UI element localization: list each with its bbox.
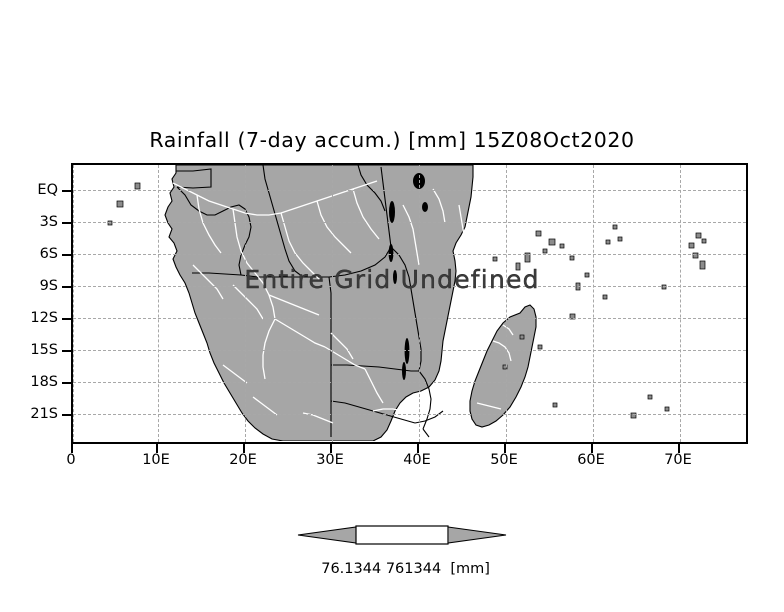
page-title: Rainfall (7-day accum.) [mm] 15Z08Oct202… [149,128,635,152]
map-canvas [73,165,746,442]
y-axis-tick [62,414,71,416]
colorbar-units-label: [mm] [450,561,490,577]
colorbar-max-label: 761344 [385,561,442,577]
x-axis-tick [591,444,593,453]
colorbar-center-band [355,525,449,545]
madagascar-rivers [476,324,514,410]
x-axis-tick [417,444,419,453]
y-axis-label-eq: EQ [37,182,58,198]
x-axis-tick [330,444,332,453]
y-axis-label-9s: 9S [39,278,58,294]
y-axis-tick [62,222,71,224]
colorbar-high-arrow [447,526,507,544]
landmass-africa [164,165,474,441]
x-axis-label-0: 0 [66,452,76,468]
y-axis-tick [62,254,71,256]
y-axis-label-18s: 18S [30,374,58,390]
y-axis-label-6s: 6S [39,246,58,262]
colorbar-min-label: 76.1344 [321,561,382,577]
x-axis-label-70e: 70E [664,452,692,468]
y-axis-tick [62,190,71,192]
y-axis-tick [62,350,71,352]
y-axis-tick [62,318,71,320]
x-axis-tick [678,444,680,453]
y-axis-label-3s: 3S [39,214,58,230]
x-axis-label-40e: 40E [403,452,431,468]
rivers [172,180,466,424]
x-axis-label-60e: 60E [577,452,605,468]
map-plot-area[interactable] [71,163,748,444]
x-axis-label-30e: 30E [316,452,344,468]
x-axis-label-10e: 10E [142,452,170,468]
y-axis-label-21s: 21S [30,406,58,422]
map-geography [107,165,707,441]
colorbar-tick-labels: 76.1344 761344 [mm] [246,545,556,577]
islands [107,182,707,419]
y-axis-label-12s: 12S [30,310,58,326]
africa-polygon [164,165,474,441]
x-axis-label-50e: 50E [490,452,518,468]
y-axis-tick [62,382,71,384]
colorbar-low-arrow [297,526,357,544]
colorbar[interactable] [296,522,508,548]
x-axis-tick [504,444,506,453]
x-axis-tick [243,444,245,453]
y-axis-tick [62,286,71,288]
y-axis-label-15s: 15S [30,342,58,358]
colorbar-graphic [297,525,507,545]
country-borders [176,165,444,438]
x-axis-label-20e: 20E [229,452,257,468]
x-axis-tick [71,444,73,453]
x-axis-tick [156,444,158,453]
